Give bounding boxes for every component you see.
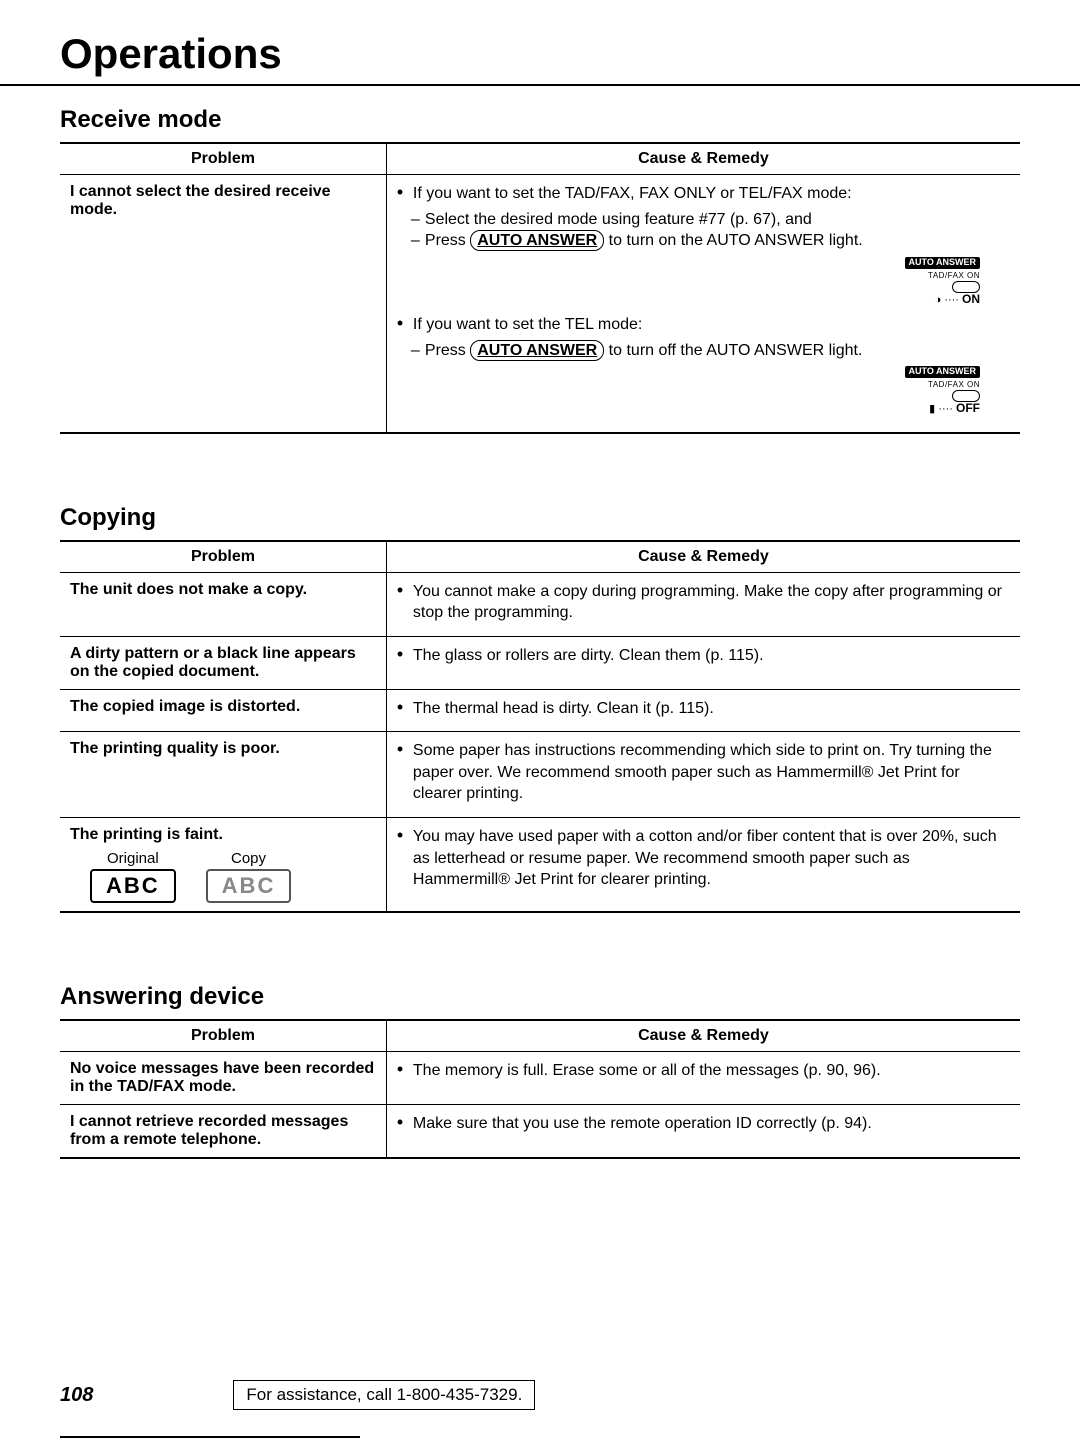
table-row: The printing is faint. Original ABC Copy… — [60, 818, 1020, 913]
remedy-bullet: Make sure that you use the remote operat… — [397, 1113, 1010, 1135]
sub-post: to turn off the AUTO ANSWER light. — [604, 342, 862, 359]
title-rule — [0, 84, 1080, 86]
original-label: Original — [90, 850, 176, 867]
aa-glyph: ▮ — [929, 403, 935, 415]
auto-answer-key: AUTO ANSWER — [470, 340, 604, 361]
section-heading-copying: Copying — [60, 504, 1020, 532]
problem-cell: No voice messages have been recorded in … — [60, 1052, 386, 1105]
remedy-cell: The glass or rollers are dirty. Clean th… — [386, 636, 1020, 689]
table-row: I cannot retrieve recorded messages from… — [60, 1105, 1020, 1159]
copy-col: Copy ABC — [206, 850, 292, 903]
remedy-cell: You cannot make a copy during programmin… — [386, 572, 1020, 636]
table-row: A dirty pattern or a black line appears … — [60, 636, 1020, 689]
bottom-rule — [60, 1436, 360, 1438]
remedy-bullet: The thermal head is dirty. Clean it (p. … — [397, 698, 1010, 720]
page-number: 108 — [60, 1384, 93, 1407]
aa-pill: AUTO ANSWER — [905, 366, 981, 378]
aa-sub: TAD/FAX ON — [928, 271, 980, 280]
page-title: Operations — [60, 30, 1020, 78]
problem-cell: The unit does not make a copy. — [60, 572, 386, 636]
answering-table: Problem Cause & Remedy No voice messages… — [60, 1019, 1020, 1159]
remedy-bullet: The memory is full. Erase some or all of… — [397, 1060, 1010, 1082]
problem-cell: The printing is faint. Original ABC Copy… — [60, 818, 386, 913]
remedy-bullet: The glass or rollers are dirty. Clean th… — [397, 645, 1010, 667]
remedy-subitem: Press AUTO ANSWER to turn on the AUTO AN… — [397, 230, 1010, 252]
remedy-bullet: If you want to set the TAD/FAX, FAX ONLY… — [397, 183, 1010, 205]
remedy-bullet: Some paper has instructions recommending… — [397, 740, 1010, 805]
problem-cell: I cannot retrieve recorded messages from… — [60, 1105, 386, 1159]
problem-cell: The printing quality is poor. — [60, 732, 386, 818]
sub-post: to turn on the AUTO ANSWER light. — [604, 232, 862, 249]
remedy-cell: You may have used paper with a cotton an… — [386, 818, 1020, 913]
remedy-subitem: Press AUTO ANSWER to turn off the AUTO A… — [397, 340, 1010, 362]
aa-glyph: ◑ — [935, 294, 942, 306]
aa-dots: ···· — [944, 294, 959, 306]
original-copy-illustration: Original ABC Copy ABC — [70, 850, 376, 903]
assistance-box: For assistance, call 1-800-435-7329. — [233, 1380, 535, 1410]
aa-dots: ···· — [938, 403, 953, 415]
remedy-cell: Make sure that you use the remote operat… — [386, 1105, 1020, 1159]
table-row: The unit does not make a copy. You canno… — [60, 572, 1020, 636]
remedy-cell: The memory is full. Erase some or all of… — [386, 1052, 1020, 1105]
table-row: The printing quality is poor. Some paper… — [60, 732, 1020, 818]
th-remedy: Cause & Remedy — [386, 143, 1020, 175]
sub-pre: Press — [425, 232, 470, 249]
th-problem: Problem — [60, 143, 386, 175]
abc-original: ABC — [90, 869, 176, 903]
auto-answer-indicator-on: AUTO ANSWER TAD/FAX ON ◑ ···· ON — [397, 256, 1010, 306]
problem-cell: A dirty pattern or a black line appears … — [60, 636, 386, 689]
remedy-cell: If you want to set the TAD/FAX, FAX ONLY… — [386, 175, 1020, 433]
problem-cell: The copied image is distorted. — [60, 689, 386, 732]
footer: 108 For assistance, call 1-800-435-7329. — [60, 1380, 1020, 1410]
problem-cell: I cannot select the desired receive mode… — [60, 175, 386, 433]
problem-text: The printing is faint. — [70, 826, 223, 843]
sub-pre: Press — [425, 342, 470, 359]
copying-table: Problem Cause & Remedy The unit does not… — [60, 540, 1020, 914]
auto-answer-key: AUTO ANSWER — [470, 230, 604, 251]
remedy-bullet: You may have used paper with a cotton an… — [397, 826, 1010, 891]
th-problem: Problem — [60, 1020, 386, 1052]
receive-table: Problem Cause & Remedy I cannot select t… — [60, 142, 1020, 434]
section-heading-answering: Answering device — [60, 983, 1020, 1011]
remedy-subitem: Select the desired mode using feature #7… — [397, 209, 1010, 231]
th-problem: Problem — [60, 541, 386, 573]
section-heading-receive: Receive mode — [60, 106, 1020, 134]
table-row: I cannot select the desired receive mode… — [60, 175, 1020, 433]
remedy-bullet: You cannot make a copy during programmin… — [397, 581, 1010, 624]
remedy-cell: The thermal head is dirty. Clean it (p. … — [386, 689, 1020, 732]
th-remedy: Cause & Remedy — [386, 541, 1020, 573]
abc-copy: ABC — [206, 869, 292, 903]
th-remedy: Cause & Remedy — [386, 1020, 1020, 1052]
aa-state: ON — [962, 292, 980, 306]
table-row: The copied image is distorted. The therm… — [60, 689, 1020, 732]
aa-state: OFF — [956, 401, 980, 415]
table-row: No voice messages have been recorded in … — [60, 1052, 1020, 1105]
remedy-cell: Some paper has instructions recommending… — [386, 732, 1020, 818]
original-col: Original ABC — [90, 850, 176, 903]
aa-sub: TAD/FAX ON — [928, 380, 980, 389]
auto-answer-indicator-off: AUTO ANSWER TAD/FAX ON ▮ ···· OFF — [397, 365, 1010, 415]
remedy-bullet: If you want to set the TEL mode: — [397, 314, 1010, 336]
copy-label: Copy — [206, 850, 292, 867]
aa-pill: AUTO ANSWER — [905, 257, 981, 269]
